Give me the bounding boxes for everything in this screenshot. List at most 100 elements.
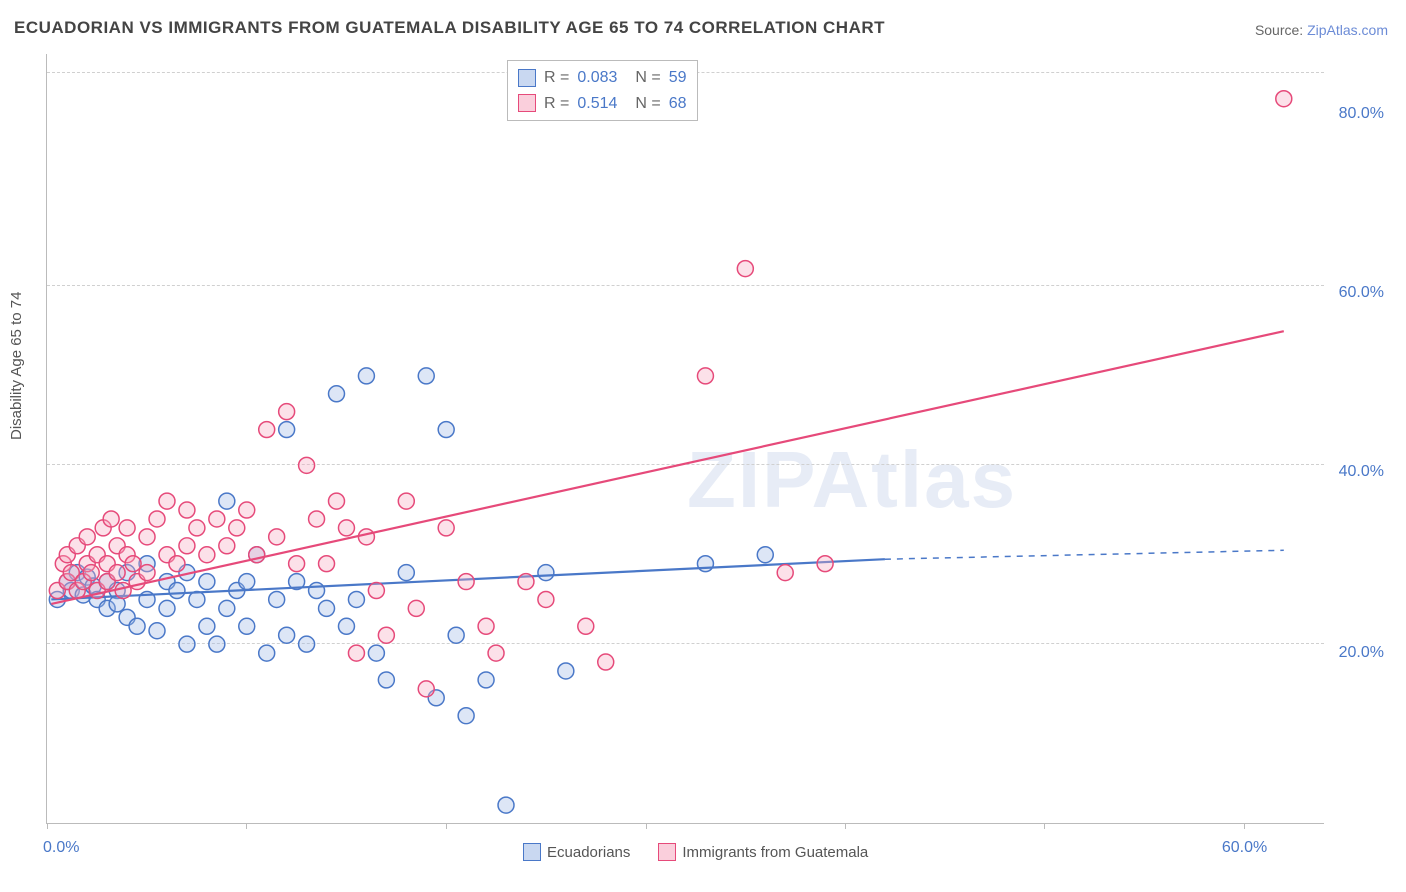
y-tick-label: 20.0%: [1339, 644, 1384, 662]
scatter-point: [269, 591, 285, 607]
scatter-point: [269, 529, 285, 545]
scatter-point: [279, 422, 295, 438]
scatter-point: [338, 520, 354, 536]
scatter-point: [159, 493, 175, 509]
scatter-point: [448, 627, 464, 643]
scatter-point: [229, 520, 245, 536]
scatter-point: [338, 618, 354, 634]
scatter-point: [368, 583, 384, 599]
swatch-pink: [658, 843, 676, 861]
legend-label: Immigrants from Guatemala: [682, 844, 868, 861]
scatter-point: [119, 520, 135, 536]
x-tick-label: 60.0%: [1222, 839, 1267, 857]
scatter-point: [398, 493, 414, 509]
scatter-point: [219, 600, 235, 616]
regression-line-dashed: [885, 550, 1284, 559]
scatter-point: [159, 600, 175, 616]
scatter-point: [103, 511, 119, 527]
scatter-point: [478, 672, 494, 688]
scatter-point: [458, 574, 474, 590]
scatter-point: [538, 565, 554, 581]
chart-title: ECUADORIAN VS IMMIGRANTS FROM GUATEMALA …: [14, 18, 885, 38]
x-tick-mark: [646, 823, 647, 829]
scatter-point: [289, 556, 305, 572]
scatter-point: [358, 529, 374, 545]
scatter-point: [149, 623, 165, 639]
scatter-point: [149, 511, 165, 527]
x-tick-mark: [1044, 823, 1045, 829]
scatter-point: [139, 529, 155, 545]
scatter-point: [309, 583, 325, 599]
y-tick-label: 60.0%: [1339, 284, 1384, 302]
scatter-point: [398, 565, 414, 581]
regression-line: [51, 331, 1283, 604]
scatter-point: [498, 797, 514, 813]
scatter-point: [179, 502, 195, 518]
plot-area: ZIPAtlas 20.0% 40.0% 60.0% 80.0% 0.0% 60…: [46, 54, 1324, 824]
scatter-point: [79, 529, 95, 545]
scatter-point: [189, 591, 205, 607]
scatter-point: [458, 708, 474, 724]
legend-label: Ecuadorians: [547, 844, 630, 861]
bottom-legend: Ecuadorians Immigrants from Guatemala: [523, 843, 868, 861]
source-prefix: Source:: [1255, 22, 1307, 38]
scatter-point: [438, 422, 454, 438]
scatter-point: [418, 681, 434, 697]
x-tick-mark: [246, 823, 247, 829]
scatter-point: [125, 556, 141, 572]
source-link[interactable]: ZipAtlas.com: [1307, 22, 1388, 38]
scatter-point: [129, 618, 145, 634]
x-tick-mark: [446, 823, 447, 829]
x-tick-label: 0.0%: [43, 839, 79, 857]
scatter-point: [219, 538, 235, 554]
x-tick-mark: [47, 823, 48, 829]
source-attribution: Source: ZipAtlas.com: [1255, 22, 1388, 38]
scatter-point: [209, 511, 225, 527]
scatter-point: [737, 261, 753, 277]
y-axis-label: Disability Age 65 to 74: [8, 292, 25, 440]
scatter-point: [299, 457, 315, 473]
scatter-point: [488, 645, 504, 661]
scatter-point: [219, 493, 235, 509]
legend-item: Ecuadorians: [523, 843, 630, 861]
scatter-point: [697, 368, 713, 384]
scatter-point: [538, 591, 554, 607]
scatter-point: [259, 422, 275, 438]
scatter-point: [558, 663, 574, 679]
scatter-point: [478, 618, 494, 634]
scatter-point: [279, 404, 295, 420]
scatter-point: [329, 386, 345, 402]
scatter-point: [209, 636, 225, 652]
scatter-point: [817, 556, 833, 572]
scatter-point: [199, 618, 215, 634]
scatter-point: [378, 672, 394, 688]
scatter-point: [189, 520, 205, 536]
scatter-point: [348, 645, 364, 661]
scatter-point: [598, 654, 614, 670]
scatter-point: [239, 618, 255, 634]
scatter-point: [1276, 91, 1292, 107]
scatter-point: [139, 565, 155, 581]
scatter-point: [169, 583, 185, 599]
x-tick-mark: [845, 823, 846, 829]
x-tick-mark: [1244, 823, 1245, 829]
scatter-point: [518, 574, 534, 590]
scatter-point: [418, 368, 434, 384]
scatter-point: [309, 511, 325, 527]
scatter-point: [438, 520, 454, 536]
chart-svg: [47, 54, 1324, 823]
scatter-point: [239, 502, 255, 518]
scatter-point: [358, 368, 374, 384]
scatter-point: [368, 645, 384, 661]
legend-item: Immigrants from Guatemala: [658, 843, 868, 861]
scatter-point: [199, 574, 215, 590]
y-tick-label: 80.0%: [1339, 105, 1384, 123]
scatter-point: [319, 600, 335, 616]
scatter-point: [319, 556, 335, 572]
scatter-point: [757, 547, 773, 563]
scatter-point: [697, 556, 713, 572]
scatter-point: [329, 493, 345, 509]
scatter-point: [299, 636, 315, 652]
scatter-point: [115, 583, 131, 599]
swatch-blue: [523, 843, 541, 861]
